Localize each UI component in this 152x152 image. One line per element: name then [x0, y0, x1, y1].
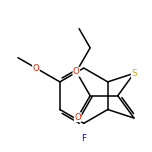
Text: S: S — [131, 69, 137, 78]
Text: F: F — [81, 134, 86, 143]
Text: O: O — [73, 67, 80, 76]
Text: O: O — [33, 64, 39, 73]
Text: O: O — [74, 113, 81, 122]
